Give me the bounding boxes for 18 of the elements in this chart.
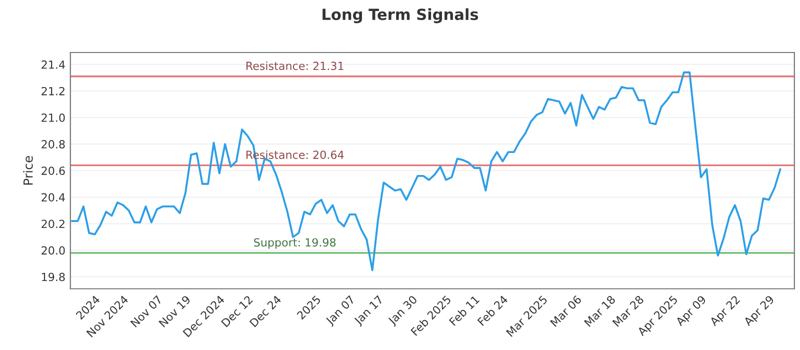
y-tick-label: 20.8	[42, 140, 65, 148]
y-tick-label: 21.0	[42, 114, 65, 122]
y-tick-label: 20.6	[42, 166, 65, 176]
x-tick-label: Jan 17	[353, 295, 385, 327]
y-tick-label: 20.2	[42, 220, 64, 228]
ref-line-label: Support: 19.98	[254, 238, 336, 249]
y-tick-label: 21.4	[42, 60, 65, 69]
line-series	[71, 71, 782, 272]
y-tick-label: 20.4	[42, 193, 65, 202]
chart-title: Long Term Signals	[322, 8, 478, 24]
y-axis-title: Price	[23, 156, 33, 185]
x-tick-label: Apr 22	[709, 295, 742, 328]
y-tick-label: 19.8	[42, 272, 65, 282]
y-tick-label: 21.2	[42, 86, 64, 96]
x-tick-label: Mar 06	[550, 294, 582, 327]
y-tick-label: 20.0	[42, 246, 65, 255]
x-tick-label: Apr 29	[743, 294, 776, 328]
ref-line-label: Resistance: 21.31	[246, 61, 344, 70]
